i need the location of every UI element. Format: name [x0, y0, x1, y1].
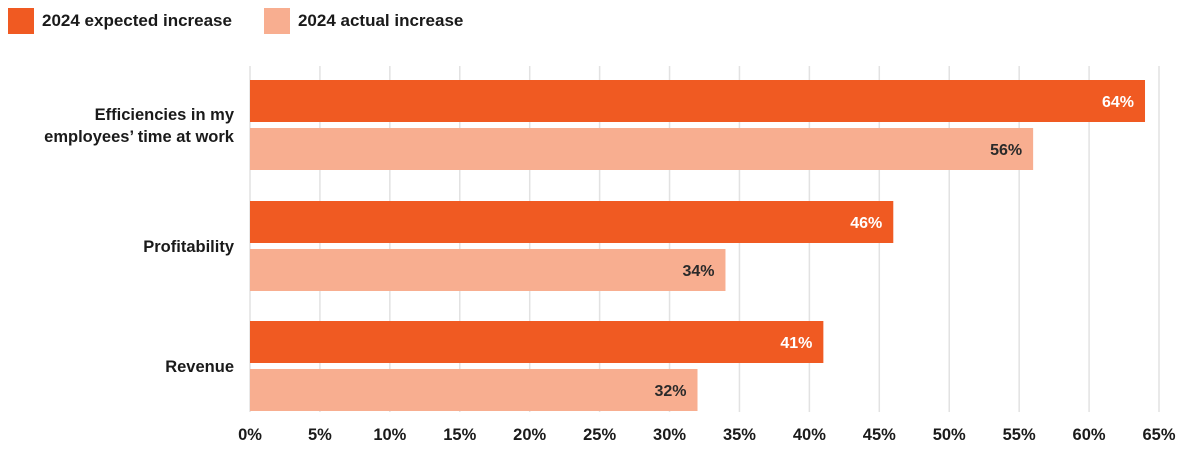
bar-actual — [250, 128, 1034, 170]
bar-value-label: 34% — [682, 263, 714, 280]
legend-item-actual: 2024 actual increase — [263, 8, 464, 34]
bar-actual — [250, 369, 698, 411]
x-tick-label: 10% — [373, 426, 406, 444]
category-label: Revenue — [165, 358, 234, 376]
x-tick-label: 20% — [513, 426, 546, 444]
x-tick-label: 55% — [1003, 426, 1036, 444]
bar-value-label: 64% — [1102, 94, 1134, 111]
bar-expected — [250, 201, 894, 243]
legend-swatch-actual — [263, 8, 290, 34]
bar-expected — [250, 80, 1146, 122]
legend: 2024 expected increase 2024 actual incre… — [8, 8, 495, 34]
bar-expected — [250, 321, 824, 363]
x-tick-label: 60% — [1073, 426, 1106, 444]
category-label: Profitability — [143, 238, 235, 256]
x-tick-label: 30% — [653, 426, 686, 444]
legend-label-actual: 2024 actual increase — [297, 11, 464, 30]
x-tick-label: 0% — [238, 426, 262, 444]
x-tick-label: 5% — [308, 426, 332, 444]
bar-value-label: 56% — [990, 142, 1022, 159]
legend-swatch-expected — [8, 8, 34, 34]
x-tick-label: 50% — [933, 426, 966, 444]
x-tick-label: 45% — [863, 426, 896, 444]
legend-item-expected: 2024 expected increase — [8, 8, 232, 34]
bar-actual — [250, 249, 726, 291]
bar-value-label: 46% — [850, 215, 882, 232]
x-tick-label: 35% — [723, 426, 756, 444]
x-tick-label: 25% — [583, 426, 616, 444]
legend-label-expected: 2024 expected increase — [42, 11, 232, 30]
x-tick-label: 40% — [793, 426, 826, 444]
x-tick-label: 15% — [443, 426, 476, 444]
bar-value-label: 41% — [780, 335, 812, 352]
category-label: Efficiencies in my employees’ time at wor… — [44, 106, 235, 146]
bar-value-label: 32% — [654, 383, 686, 400]
x-tick-label: 65% — [1142, 426, 1175, 444]
